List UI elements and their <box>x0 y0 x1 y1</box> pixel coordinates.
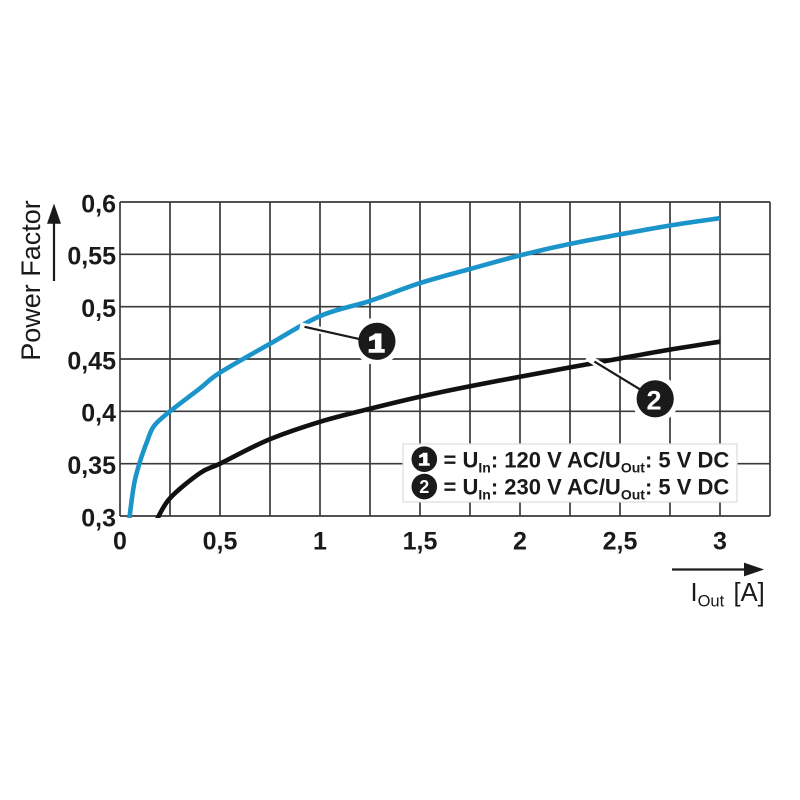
svg-text:0,5: 0,5 <box>203 528 238 556</box>
svg-text:0,45: 0,45 <box>67 347 116 375</box>
svg-text:0,55: 0,55 <box>67 243 116 271</box>
svg-text:3: 3 <box>713 528 727 556</box>
svg-text:0,3: 0,3 <box>81 504 116 532</box>
svg-text:0,5: 0,5 <box>81 295 116 323</box>
svg-text:0,35: 0,35 <box>67 452 116 480</box>
svg-text:0,4: 0,4 <box>81 400 116 428</box>
svg-text:1: 1 <box>313 528 327 556</box>
svg-text:Power Factor: Power Factor <box>16 200 46 361</box>
svg-text:0: 0 <box>113 528 127 556</box>
svg-text:0,6: 0,6 <box>81 190 116 218</box>
svg-text:2: 2 <box>419 477 429 497</box>
svg-text:= UIn: 230 V AC/UOut: 5 V DC: = UIn: 230 V AC/UOut: 5 V DC <box>444 475 730 503</box>
svg-text:1,5: 1,5 <box>403 528 438 556</box>
svg-text:= UIn: 120 V AC/UOut: 5 V DC: = UIn: 120 V AC/UOut: 5 V DC <box>444 448 730 476</box>
svg-text:2: 2 <box>513 528 527 556</box>
svg-text:2: 2 <box>646 385 661 415</box>
svg-text:2,5: 2,5 <box>603 528 638 556</box>
